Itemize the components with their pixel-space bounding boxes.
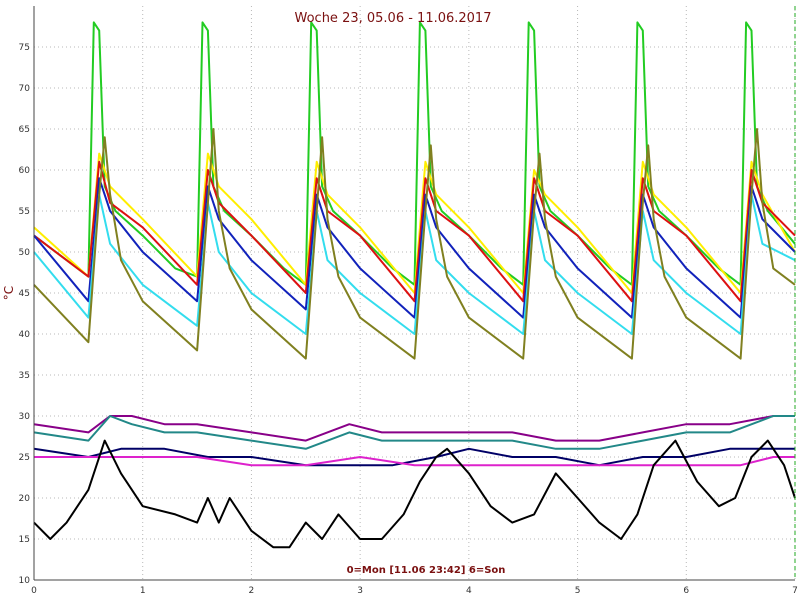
series-line-1	[33, 21, 796, 286]
x-tick-label: 2	[249, 586, 255, 596]
y-tick-label: 30	[19, 412, 31, 422]
series-line-11	[33, 439, 796, 549]
x-tick-label: 1	[140, 586, 146, 596]
y-tick-label: 20	[19, 494, 31, 504]
y-tick-label: 45	[19, 289, 30, 299]
series-group	[33, 21, 796, 549]
x-tick-label: 7	[792, 586, 798, 596]
series-line-7	[33, 415, 795, 442]
series-line-8	[33, 415, 795, 450]
series-line-6	[33, 128, 796, 360]
chart-title: Woche 23, 05.06 - 11.06.2017	[295, 11, 492, 26]
y-tick-label: 50	[19, 248, 31, 258]
series-line-3	[33, 160, 796, 303]
y-tick-label: 10	[19, 576, 31, 586]
x-tick-label: 4	[466, 586, 472, 596]
y-tick-label: 60	[19, 166, 31, 176]
series-line-4	[33, 177, 796, 319]
x-tick-label: 5	[575, 586, 581, 596]
y-tick-label: 70	[19, 84, 31, 94]
x-tick-label: 6	[683, 586, 689, 596]
series-line-10	[34, 456, 795, 467]
y-tick-label: 15	[19, 535, 30, 545]
series-line-2	[33, 152, 796, 294]
y-axis-label: °C	[2, 286, 16, 300]
y-tick-label: 35	[19, 371, 30, 381]
y-tick-label: 55	[19, 207, 30, 217]
chart-footer: 0=Mon [11.06 23:42] 6=Son	[347, 565, 506, 576]
y-tick-label: 40	[19, 330, 31, 340]
x-tick-label: 0	[31, 586, 37, 596]
y-tick-label: 25	[19, 453, 30, 463]
x-tick-label: 3	[357, 586, 363, 596]
y-tick-label: 75	[19, 43, 30, 53]
y-tick-label: 65	[19, 125, 30, 135]
